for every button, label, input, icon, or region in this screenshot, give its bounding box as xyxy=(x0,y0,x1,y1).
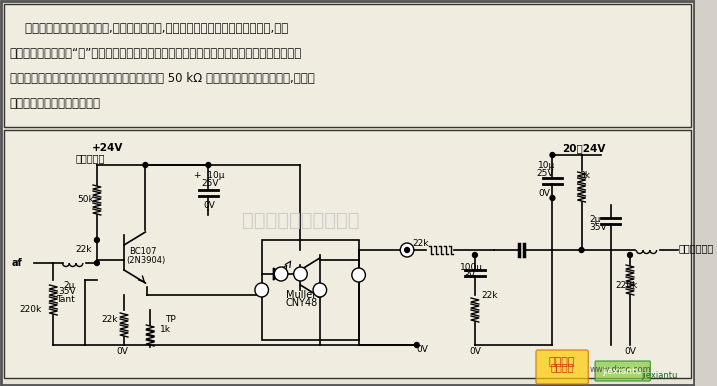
Text: 0V: 0V xyxy=(538,188,550,198)
Text: +  10μ: + 10μ xyxy=(194,171,224,179)
Text: 50k: 50k xyxy=(77,195,95,205)
Text: 1k: 1k xyxy=(160,325,171,335)
Text: 100μ: 100μ xyxy=(460,264,483,273)
Circle shape xyxy=(206,163,211,168)
Text: TP: TP xyxy=(165,315,176,325)
Text: +24V: +24V xyxy=(92,143,123,153)
Text: Tant: Tant xyxy=(56,296,75,305)
Circle shape xyxy=(352,268,366,282)
Circle shape xyxy=(95,237,100,242)
Text: 25V: 25V xyxy=(201,178,219,188)
Text: 来自调谐器: 来自调谐器 xyxy=(75,153,105,163)
Text: af: af xyxy=(11,258,22,268)
Text: 220k: 220k xyxy=(615,281,637,290)
Circle shape xyxy=(579,247,584,252)
Text: 3k: 3k xyxy=(579,171,591,179)
Text: ⑤: ⑤ xyxy=(355,271,362,279)
Text: BC107: BC107 xyxy=(129,247,156,257)
Text: 0V: 0V xyxy=(624,347,636,357)
Text: 35V: 35V xyxy=(589,223,607,232)
Circle shape xyxy=(313,283,327,297)
Circle shape xyxy=(550,152,555,157)
Text: 0V: 0V xyxy=(204,200,215,210)
Circle shape xyxy=(414,342,419,347)
Text: 2μ: 2μ xyxy=(589,215,601,225)
Text: www.dzsc.com: www.dzsc.com xyxy=(589,366,651,374)
Text: 10μ: 10μ xyxy=(538,161,555,169)
FancyBboxPatch shape xyxy=(536,350,589,384)
Text: 杭州络睿科技有限公司: 杭州络睿科技有限公司 xyxy=(242,210,360,230)
Text: 和失真之间取得最好的折衷。: 和失真之间取得最好的折衷。 xyxy=(10,97,100,110)
Text: ③: ③ xyxy=(258,286,265,295)
Circle shape xyxy=(404,247,409,252)
Text: 20～24V: 20～24V xyxy=(562,143,606,153)
Circle shape xyxy=(550,195,555,200)
Text: 0V: 0V xyxy=(417,345,429,354)
FancyBboxPatch shape xyxy=(4,130,691,378)
Circle shape xyxy=(255,283,268,297)
Text: 在电视机的音频馈入线路中,采用光电隔离器,可以防止电网频率的地电流的循环,保护: 在电视机的音频馈入线路中,采用光电隔离器,可以防止电网频率的地电流的循环,保护 xyxy=(10,22,288,35)
Text: 22k: 22k xyxy=(482,291,498,300)
FancyBboxPatch shape xyxy=(595,361,650,381)
Circle shape xyxy=(95,261,100,266)
Circle shape xyxy=(275,267,288,281)
Text: 0V: 0V xyxy=(116,347,128,357)
Text: ④: ④ xyxy=(316,286,323,295)
Polygon shape xyxy=(273,268,283,280)
Text: jiexiantu: jiexiantu xyxy=(641,371,678,379)
Circle shape xyxy=(294,267,308,281)
Text: 电隔离器使用光敏达林顿管和红外发光二极管。用 50 kΩ 可变电阻器调节二极管电流,在噪声: 电隔离器使用光敏达林顿管和红外发光二极管。用 50 kΩ 可变电阻器调节二极管电… xyxy=(10,72,315,85)
Text: 维库一下: 维库一下 xyxy=(549,357,576,367)
Circle shape xyxy=(400,243,414,257)
Text: 0V: 0V xyxy=(469,347,481,357)
Text: 22k: 22k xyxy=(412,239,429,247)
Text: ②: ② xyxy=(297,269,304,279)
FancyBboxPatch shape xyxy=(1,1,694,385)
Text: Mullerd: Mullerd xyxy=(286,290,322,300)
Text: (2N3904): (2N3904) xyxy=(126,256,165,264)
Circle shape xyxy=(143,163,148,168)
Text: 维库一下: 维库一下 xyxy=(551,362,574,372)
Text: 2μ: 2μ xyxy=(63,281,75,290)
Text: ⑥: ⑥ xyxy=(404,245,411,254)
Text: 25V: 25V xyxy=(536,169,554,178)
Text: 22k: 22k xyxy=(102,315,118,325)
Text: 音频至预放器: 音频至预放器 xyxy=(678,243,713,253)
FancyBboxPatch shape xyxy=(4,4,691,127)
Text: 3V: 3V xyxy=(463,271,475,281)
Text: jiexiantu: jiexiantu xyxy=(602,366,642,376)
Text: ①: ① xyxy=(277,269,285,279)
Text: 35V: 35V xyxy=(58,288,76,296)
Text: 低电平信号不受交流“嗡”声的干扰。本电路可用在产生高质量声音和视频输出的调制器中。光: 低电平信号不受交流“嗡”声的干扰。本电路可用在产生高质量声音和视频输出的调制器中… xyxy=(10,47,302,60)
Text: 22k: 22k xyxy=(75,245,92,254)
Text: 220k: 220k xyxy=(19,305,42,315)
Text: CNY48: CNY48 xyxy=(286,298,318,308)
Circle shape xyxy=(473,252,478,257)
Circle shape xyxy=(627,252,632,257)
